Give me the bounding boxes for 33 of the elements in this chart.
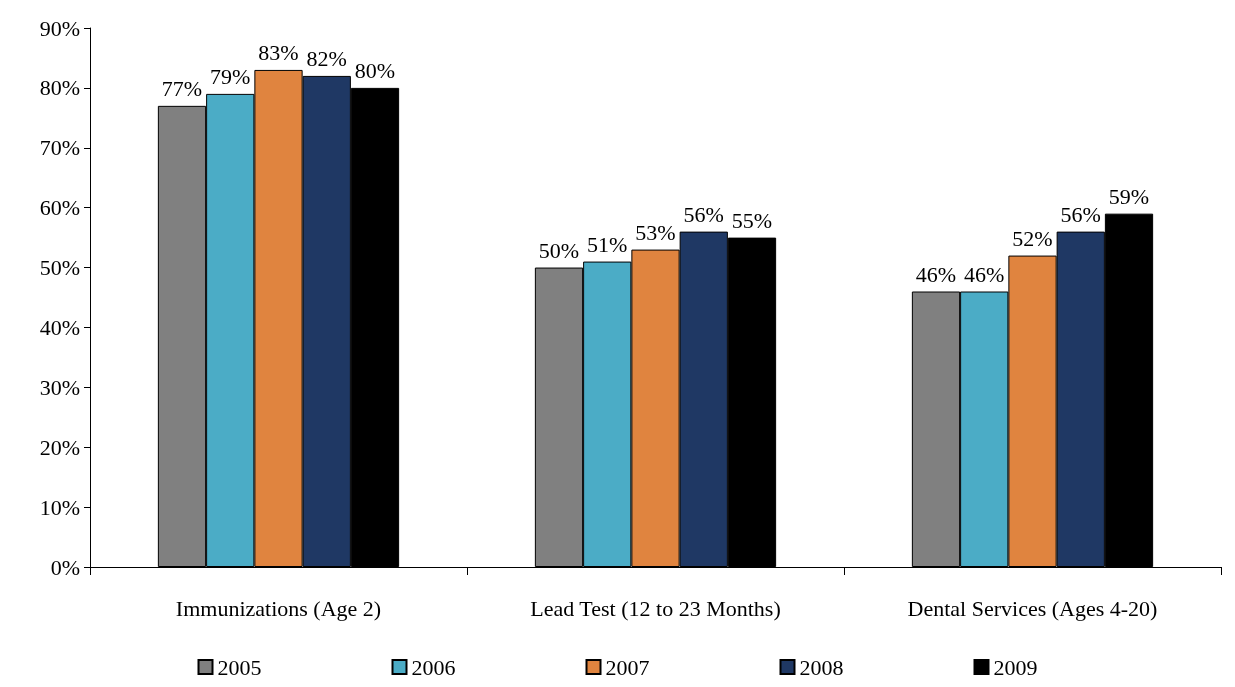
- data-label: 51%: [587, 232, 628, 258]
- data-label: 55%: [731, 208, 773, 234]
- data-label: 56%: [683, 202, 724, 228]
- y-tick-label: 90%: [39, 15, 80, 41]
- y-tick-label: 0%: [50, 554, 80, 580]
- data-label: 82%: [306, 46, 347, 72]
- data-label: 59%: [1108, 184, 1150, 210]
- data-label: 83%: [258, 40, 299, 66]
- x-tick-label: Lead Test (12 to 23 Months): [530, 595, 781, 621]
- y-tick-label: 20%: [39, 434, 80, 460]
- y-tick-label: 30%: [39, 374, 80, 400]
- x-tick-label: Dental Services (Ages 4-20): [907, 595, 1158, 621]
- y-tick-label: 50%: [39, 255, 80, 281]
- legend-label: 2009: [993, 654, 1038, 680]
- data-label: 53%: [635, 220, 676, 246]
- y-tick-label: 60%: [39, 195, 80, 221]
- data-label: 56%: [1060, 202, 1101, 228]
- legend-label: 2005: [217, 654, 262, 680]
- legend-label: 2006: [411, 654, 456, 680]
- data-label: 77%: [161, 76, 203, 102]
- legend-label: 2007: [605, 654, 650, 680]
- data-label: 79%: [210, 64, 251, 90]
- data-label: 52%: [1012, 226, 1053, 252]
- y-tick-label: 80%: [39, 75, 80, 101]
- y-tick-label: 10%: [39, 494, 80, 520]
- y-tick-label: 70%: [39, 135, 80, 161]
- y-tick-label: 40%: [39, 314, 80, 340]
- x-tick-label: Immunizations (Age 2): [175, 595, 382, 621]
- data-label: 80%: [354, 58, 396, 84]
- data-label: 46%: [915, 262, 957, 288]
- data-label: 46%: [964, 262, 1005, 288]
- data-label: 50%: [538, 238, 580, 264]
- legend-label: 2008: [799, 654, 844, 680]
